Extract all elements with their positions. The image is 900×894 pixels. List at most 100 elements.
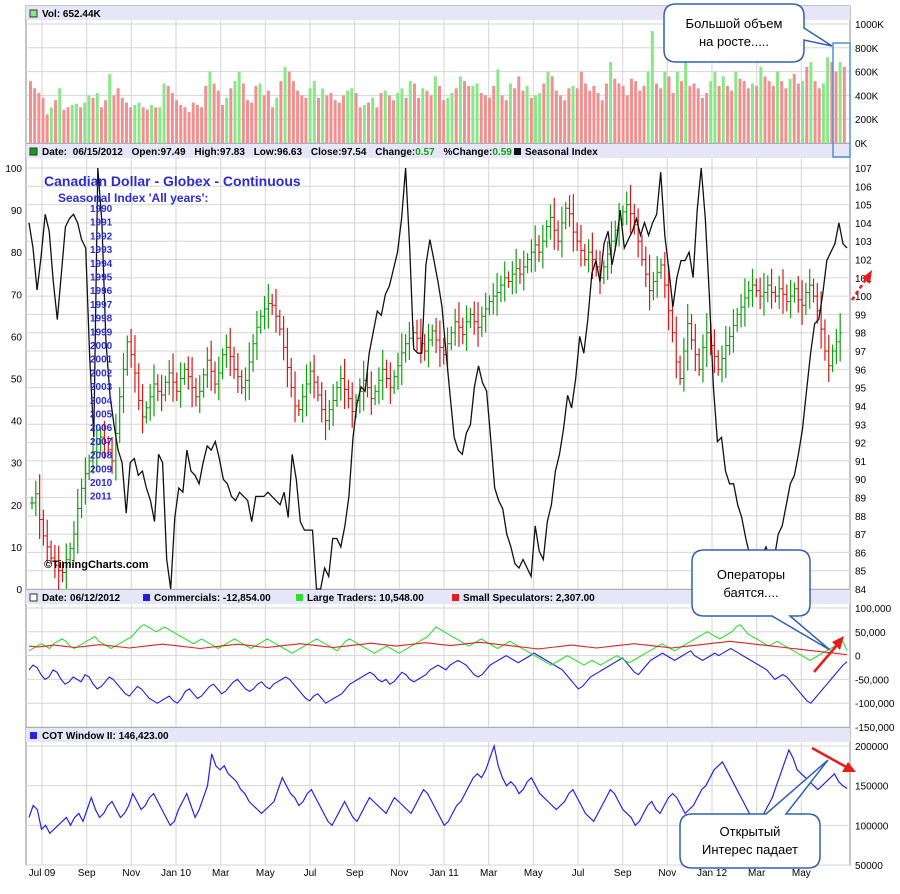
seasonal-year: 1996 [90,286,113,297]
cot-arrow [813,643,839,673]
oi-y-tick: 150000 [855,782,889,793]
ohlc-bar [472,301,477,335]
ohlc-bar [655,256,660,298]
volume-bar [308,88,312,143]
seasonal-year: 1997 [90,300,113,311]
ohlc-bar [182,362,187,385]
ohlc-bar [723,325,728,378]
ohlc-bar [582,243,587,266]
volume-bar [58,88,62,143]
volume-bar [296,90,300,143]
cot-grid [26,604,850,728]
oi-legend: COT Window II: 146,423.00 [42,731,169,742]
ohlc-bar [803,282,808,315]
volume-bar [559,95,563,143]
seasonal-year: 1991 [90,218,113,229]
volume-bar [187,112,191,143]
ohlc-bar [456,302,461,347]
seasonal-index-line [28,167,848,590]
price-y-tick: 99 [855,310,867,321]
volume-bar [229,88,233,143]
volume-bar [166,85,170,143]
volume-bar [488,97,492,143]
ohlc-bar [662,252,667,299]
x-tick: Mar [748,868,766,879]
seasonal-y-tick: 90 [11,206,23,217]
volume-bar [354,93,358,143]
low-value: 96.63 [277,147,302,158]
volume-bar [655,83,658,143]
seasonal-year: 1995 [90,273,113,284]
commercials-swatch [143,594,150,601]
ohlc-bar [220,348,225,380]
volume-bar [617,83,621,143]
volume-bar [325,95,329,143]
volume-bar [291,81,295,143]
volume-bar [250,102,254,143]
price-y-ticks: 84 85 86 87 88 89 90 91 92 93 94 95 96 97 98 99 100 101 10… [855,164,872,596]
volume-bar [200,107,204,143]
volume-legend-band [26,6,850,20]
volume-bar [408,81,412,143]
ohlc-bar [251,334,256,372]
ohlc-bar [273,288,278,333]
ohlc-bar [434,317,439,354]
volume-bar [237,71,241,143]
seasonal-year-list: 1990 1991 1992 1993 1994 1995 1996 1997 1998 1999… [90,204,113,503]
volume-bar [600,100,604,143]
ohlc-bar [674,316,679,379]
oi-callout: Открытый Интерес падает [679,759,829,869]
ohlc-bar [437,320,442,367]
ohlc-bar [300,383,305,423]
ohlc-bar [98,427,103,455]
ohlc-bar [514,249,519,294]
volume-y-tick: 200K [855,115,879,126]
ohlc-bar [102,420,107,459]
ohlc-bar [685,304,690,371]
ohlc-bar [243,367,248,401]
ohlc-bar [784,284,789,312]
price-y-tick: 95 [855,384,867,395]
volume-bar [337,102,341,143]
volume-bar [450,93,454,143]
volume-bar [392,100,396,143]
volume-bar [609,62,613,143]
ohlc-bar [113,413,118,481]
volume-bar [821,83,825,143]
cot-date-label: Date: [42,593,67,604]
ohlc-bar [399,333,404,386]
ohlc-bar [651,271,656,301]
ohlc-bar [727,326,732,356]
volume-bar [95,93,99,143]
ohlc-bar [700,334,705,383]
ohlc-bar [232,346,237,380]
ohlc-bar [548,204,553,240]
ohlc-bar [197,375,202,414]
ohlc-bar [502,261,507,302]
ohlc-bar [323,390,328,441]
volume-bar [483,95,487,143]
price-y-tick: 96 [855,365,867,376]
oi-y-ticks: 50000 100000 150000 200000 [855,742,889,872]
seasonal-year: 2008 [90,451,113,462]
price-legend-band [26,144,850,158]
volume-bar [650,31,654,143]
x-tick: Jan 12 [697,868,727,879]
volume-bar [596,93,600,143]
price-y-tick: 103 [855,237,872,248]
cot-callout-line1: Операторы [717,567,785,582]
volume-bar [233,81,237,143]
ohlc-bar [315,375,320,402]
seasonal-year: 1994 [90,259,113,270]
seasonal-year: 1998 [90,314,113,325]
volume-bar [429,95,433,143]
volume-bar [62,109,66,143]
seasonal-y-tick: 100 [5,164,22,175]
ohlc-bar [304,364,309,417]
volume-bar [279,81,283,143]
volume-bars [29,31,846,143]
oi-callout-shape [679,759,829,869]
volume-bar [826,57,830,143]
ohlc-bar [33,480,38,516]
volume-bar [500,95,504,143]
